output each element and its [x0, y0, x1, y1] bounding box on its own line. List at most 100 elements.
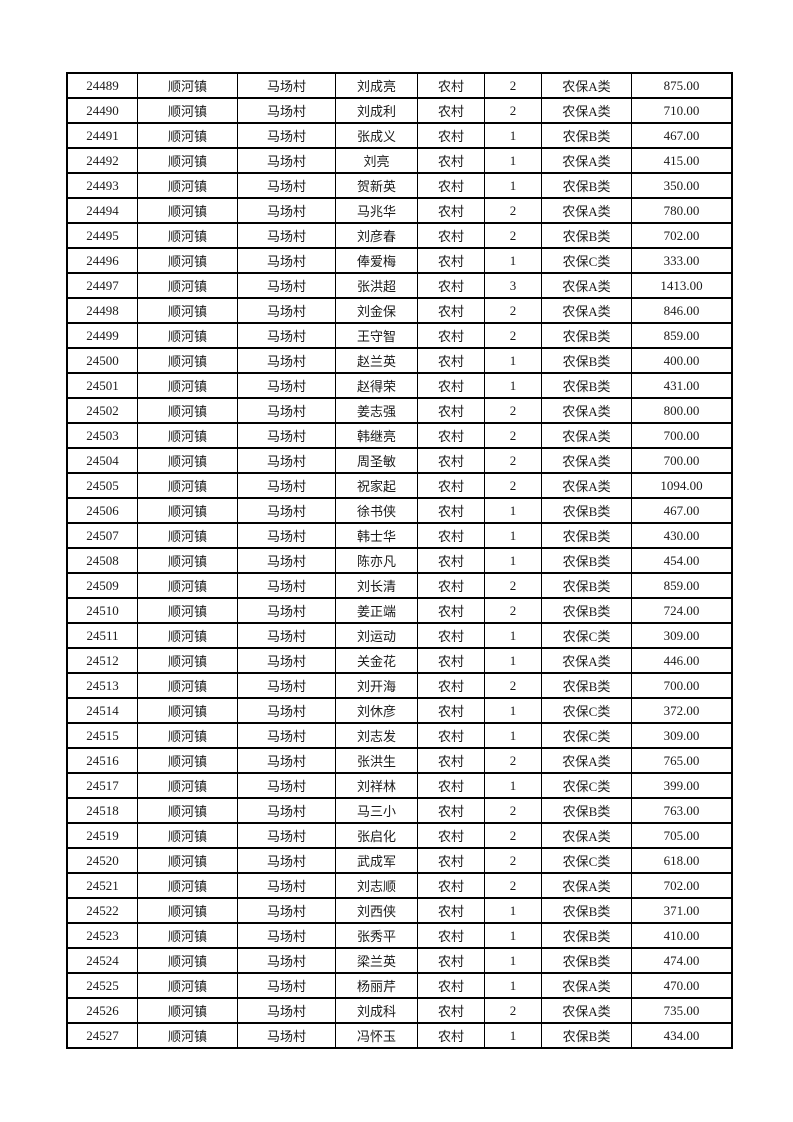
cell-village: 马场村	[237, 747, 336, 774]
cell-village: 马场村	[237, 797, 336, 824]
cell-residence-type: 农村	[417, 197, 485, 224]
cell-town: 顺河镇	[137, 847, 238, 874]
cell-person-count: 1	[484, 722, 542, 749]
cell-person-count: 2	[484, 822, 542, 849]
cell-amount: 735.00	[631, 997, 733, 1024]
cell-person-name: 贺新英	[335, 172, 418, 199]
cell-town: 顺河镇	[137, 197, 238, 224]
cell-person-count: 1	[484, 172, 542, 199]
cell-record-id: 24524	[66, 947, 138, 974]
cell-amount: 467.00	[631, 497, 733, 524]
cell-amount: 763.00	[631, 797, 733, 824]
cell-town: 顺河镇	[137, 772, 238, 799]
cell-record-id: 24523	[66, 922, 138, 949]
cell-town: 顺河镇	[137, 397, 238, 424]
cell-town: 顺河镇	[137, 597, 238, 624]
table-row: 24495 顺河镇 马场村 刘彦春 农村 2 农保B类 702.00	[66, 222, 733, 249]
cell-person-count: 2	[484, 572, 542, 599]
cell-record-id: 24516	[66, 747, 138, 774]
cell-village: 马场村	[237, 947, 336, 974]
cell-insurance-category: 农保B类	[541, 172, 632, 199]
cell-town: 顺河镇	[137, 797, 238, 824]
table-row: 24503 顺河镇 马场村 韩继亮 农村 2 农保A类 700.00	[66, 422, 733, 449]
table-row: 24492 顺河镇 马场村 刘亮 农村 1 农保A类 415.00	[66, 147, 733, 174]
cell-person-count: 1	[484, 697, 542, 724]
cell-residence-type: 农村	[417, 122, 485, 149]
cell-insurance-category: 农保A类	[541, 97, 632, 124]
cell-amount: 859.00	[631, 322, 733, 349]
cell-person-count: 1	[484, 772, 542, 799]
cell-residence-type: 农村	[417, 372, 485, 399]
cell-insurance-category: 农保A类	[541, 822, 632, 849]
cell-record-id: 24494	[66, 197, 138, 224]
cell-residence-type: 农村	[417, 622, 485, 649]
cell-record-id: 24507	[66, 522, 138, 549]
cell-person-count: 2	[484, 447, 542, 474]
cell-person-count: 1	[484, 922, 542, 949]
cell-person-name: 张洪超	[335, 272, 418, 299]
cell-village: 马场村	[237, 447, 336, 474]
cell-town: 顺河镇	[137, 822, 238, 849]
cell-residence-type: 农村	[417, 747, 485, 774]
cell-insurance-category: 农保B类	[541, 597, 632, 624]
cell-person-name: 马兆华	[335, 197, 418, 224]
cell-town: 顺河镇	[137, 472, 238, 499]
cell-amount: 846.00	[631, 297, 733, 324]
cell-insurance-category: 农保B类	[541, 322, 632, 349]
cell-residence-type: 农村	[417, 72, 485, 99]
table-row: 24494 顺河镇 马场村 马兆华 农村 2 农保A类 780.00	[66, 197, 733, 224]
cell-residence-type: 农村	[417, 147, 485, 174]
table-row: 24513 顺河镇 马场村 刘开海 农村 2 农保B类 700.00	[66, 672, 733, 699]
cell-town: 顺河镇	[137, 447, 238, 474]
cell-town: 顺河镇	[137, 372, 238, 399]
table-row: 24526 顺河镇 马场村 刘成科 农村 2 农保A类 735.00	[66, 997, 733, 1024]
cell-person-name: 徐书侠	[335, 497, 418, 524]
cell-person-name: 张秀平	[335, 922, 418, 949]
cell-amount: 1094.00	[631, 472, 733, 499]
cell-record-id: 24492	[66, 147, 138, 174]
cell-amount: 431.00	[631, 372, 733, 399]
cell-person-name: 张成义	[335, 122, 418, 149]
cell-residence-type: 农村	[417, 97, 485, 124]
cell-insurance-category: 农保B类	[541, 1022, 632, 1049]
cell-person-count: 2	[484, 72, 542, 99]
cell-residence-type: 农村	[417, 597, 485, 624]
cell-village: 马场村	[237, 997, 336, 1024]
cell-amount: 765.00	[631, 747, 733, 774]
cell-village: 马场村	[237, 272, 336, 299]
cell-town: 顺河镇	[137, 622, 238, 649]
cell-town: 顺河镇	[137, 672, 238, 699]
cell-insurance-category: 农保A类	[541, 872, 632, 899]
cell-insurance-category: 农保B类	[541, 122, 632, 149]
cell-person-count: 1	[484, 347, 542, 374]
cell-town: 顺河镇	[137, 97, 238, 124]
cell-village: 马场村	[237, 472, 336, 499]
cell-village: 马场村	[237, 347, 336, 374]
cell-insurance-category: 农保B类	[541, 797, 632, 824]
cell-town: 顺河镇	[137, 347, 238, 374]
cell-insurance-category: 农保A类	[541, 272, 632, 299]
table-row: 24498 顺河镇 马场村 刘金保 农村 2 农保A类 846.00	[66, 297, 733, 324]
cell-insurance-category: 农保B类	[541, 497, 632, 524]
cell-record-id: 24522	[66, 897, 138, 924]
cell-town: 顺河镇	[137, 522, 238, 549]
cell-person-name: 俸爱梅	[335, 247, 418, 274]
cell-insurance-category: 农保C类	[541, 847, 632, 874]
cell-amount: 474.00	[631, 947, 733, 974]
cell-insurance-category: 农保A类	[541, 397, 632, 424]
cell-person-name: 刘彦春	[335, 222, 418, 249]
cell-person-name: 刘亮	[335, 147, 418, 174]
cell-person-count: 1	[484, 947, 542, 974]
cell-record-id: 24525	[66, 972, 138, 999]
cell-person-count: 1	[484, 897, 542, 924]
cell-amount: 618.00	[631, 847, 733, 874]
cell-person-name: 张洪生	[335, 747, 418, 774]
cell-record-id: 24498	[66, 297, 138, 324]
table-row: 24520 顺河镇 马场村 武成军 农村 2 农保C类 618.00	[66, 847, 733, 874]
cell-amount: 400.00	[631, 347, 733, 374]
cell-residence-type: 农村	[417, 522, 485, 549]
cell-amount: 430.00	[631, 522, 733, 549]
cell-town: 顺河镇	[137, 572, 238, 599]
table-row: 24489 顺河镇 马场村 刘成亮 农村 2 农保A类 875.00	[66, 72, 733, 99]
